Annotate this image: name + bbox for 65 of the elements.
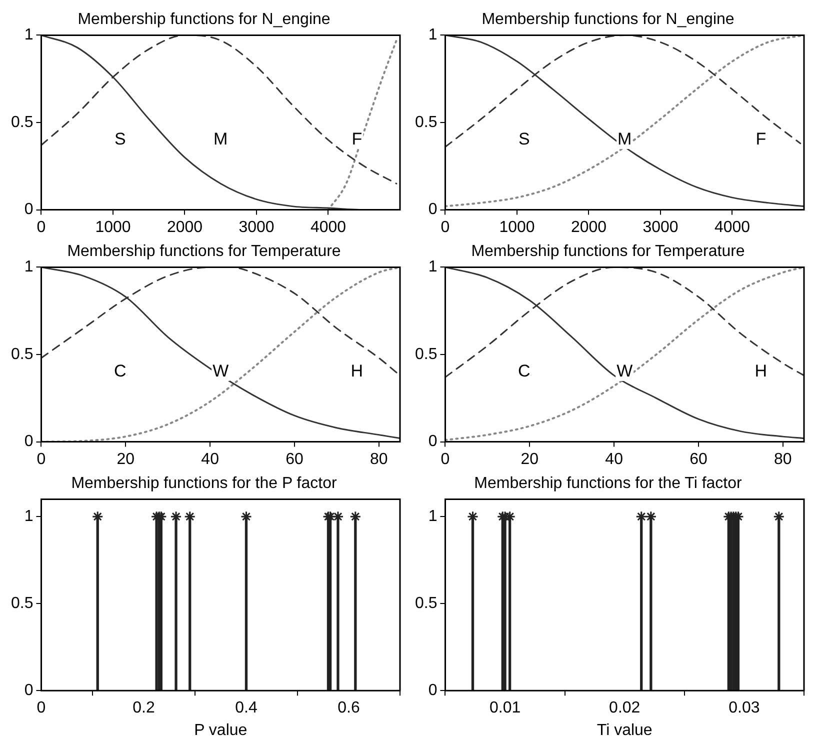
y-tick-label: 0 — [428, 682, 438, 700]
y-tick-label: 0.5 — [414, 346, 438, 363]
y-tick-label: 0.5 — [10, 346, 34, 363]
chart-title: Membership functions for N_engine — [78, 11, 330, 28]
chart-title: Membership functions for Temperature — [471, 243, 745, 260]
y-tick-label: 0 — [24, 682, 34, 700]
y-tick-label: 0.5 — [414, 114, 438, 131]
y-tick-label: 1 — [24, 26, 34, 44]
x-tick-label: 0 — [440, 450, 450, 468]
y-tick-label: 0 — [428, 433, 438, 450]
x-tick-label: 3000 — [238, 218, 274, 236]
annotation: H — [754, 362, 768, 381]
annotation: M — [214, 130, 228, 149]
y-tick-label: 1 — [428, 26, 438, 44]
chart-title: Membership functions for the Ti factor — [474, 475, 743, 492]
y-tick-label: 1 — [24, 258, 34, 276]
annotation: F — [352, 130, 362, 149]
x-tick-label: 0.01 — [489, 700, 521, 717]
chart-title: Membership functions for N_engine — [482, 11, 734, 28]
y-tick-label: 0 — [428, 201, 438, 218]
y-tick-label: 0.5 — [10, 114, 34, 131]
x-axis-title: Ti value — [596, 722, 652, 739]
x-tick-label: 1000 — [95, 218, 131, 236]
chart-title: Membership functions for the P factor — [71, 475, 338, 492]
annotation: C — [114, 362, 126, 381]
x-tick-label: 2000 — [570, 218, 607, 236]
y-tick-label: 0 — [24, 201, 34, 218]
annotation: W — [616, 362, 633, 381]
x-tick-label: 20 — [520, 450, 539, 468]
x-tick-label: 0.6 — [338, 700, 360, 717]
y-tick-label: 0.5 — [10, 595, 34, 612]
x-tick-label: 20 — [116, 450, 135, 468]
y-tick-label: 1 — [428, 508, 438, 526]
annotation: H — [350, 362, 364, 381]
x-tick-label: 80 — [370, 450, 388, 468]
x-tick-label: 0 — [36, 700, 46, 717]
x-tick-label: 0.02 — [609, 700, 640, 717]
x-tick-label: 0 — [36, 218, 46, 236]
annotation: W — [212, 362, 229, 381]
x-tick-label: 4000 — [310, 218, 346, 236]
x-tick-label: 60 — [690, 450, 708, 468]
x-tick-label: 0.03 — [728, 700, 760, 717]
x-tick-label: 40 — [605, 450, 624, 468]
y-tick-label: 0 — [24, 433, 34, 450]
x-tick-label: 60 — [286, 450, 304, 468]
x-tick-label: 0.4 — [235, 700, 258, 717]
x-tick-label: 3000 — [642, 218, 678, 236]
y-tick-label: 1 — [428, 258, 438, 276]
chart-title: Membership functions for Temperature — [67, 243, 341, 260]
x-tick-label: 0.2 — [132, 700, 155, 717]
x-axis-title: P value — [194, 722, 248, 739]
annotation: M — [618, 130, 632, 149]
x-tick-label: 40 — [201, 450, 220, 468]
x-tick-label: 4000 — [714, 218, 750, 236]
annotation: S — [518, 130, 530, 149]
x-tick-label: 80 — [774, 450, 792, 468]
annotation: C — [518, 362, 530, 381]
annotation: F — [756, 130, 766, 149]
y-tick-label: 0.5 — [414, 595, 438, 612]
annotation: S — [114, 130, 126, 149]
x-tick-label: 0 — [36, 450, 46, 468]
x-tick-label: 1000 — [499, 218, 535, 236]
y-tick-label: 1 — [24, 508, 34, 526]
x-tick-label: 0 — [440, 218, 450, 236]
x-tick-label: 2000 — [166, 218, 203, 236]
